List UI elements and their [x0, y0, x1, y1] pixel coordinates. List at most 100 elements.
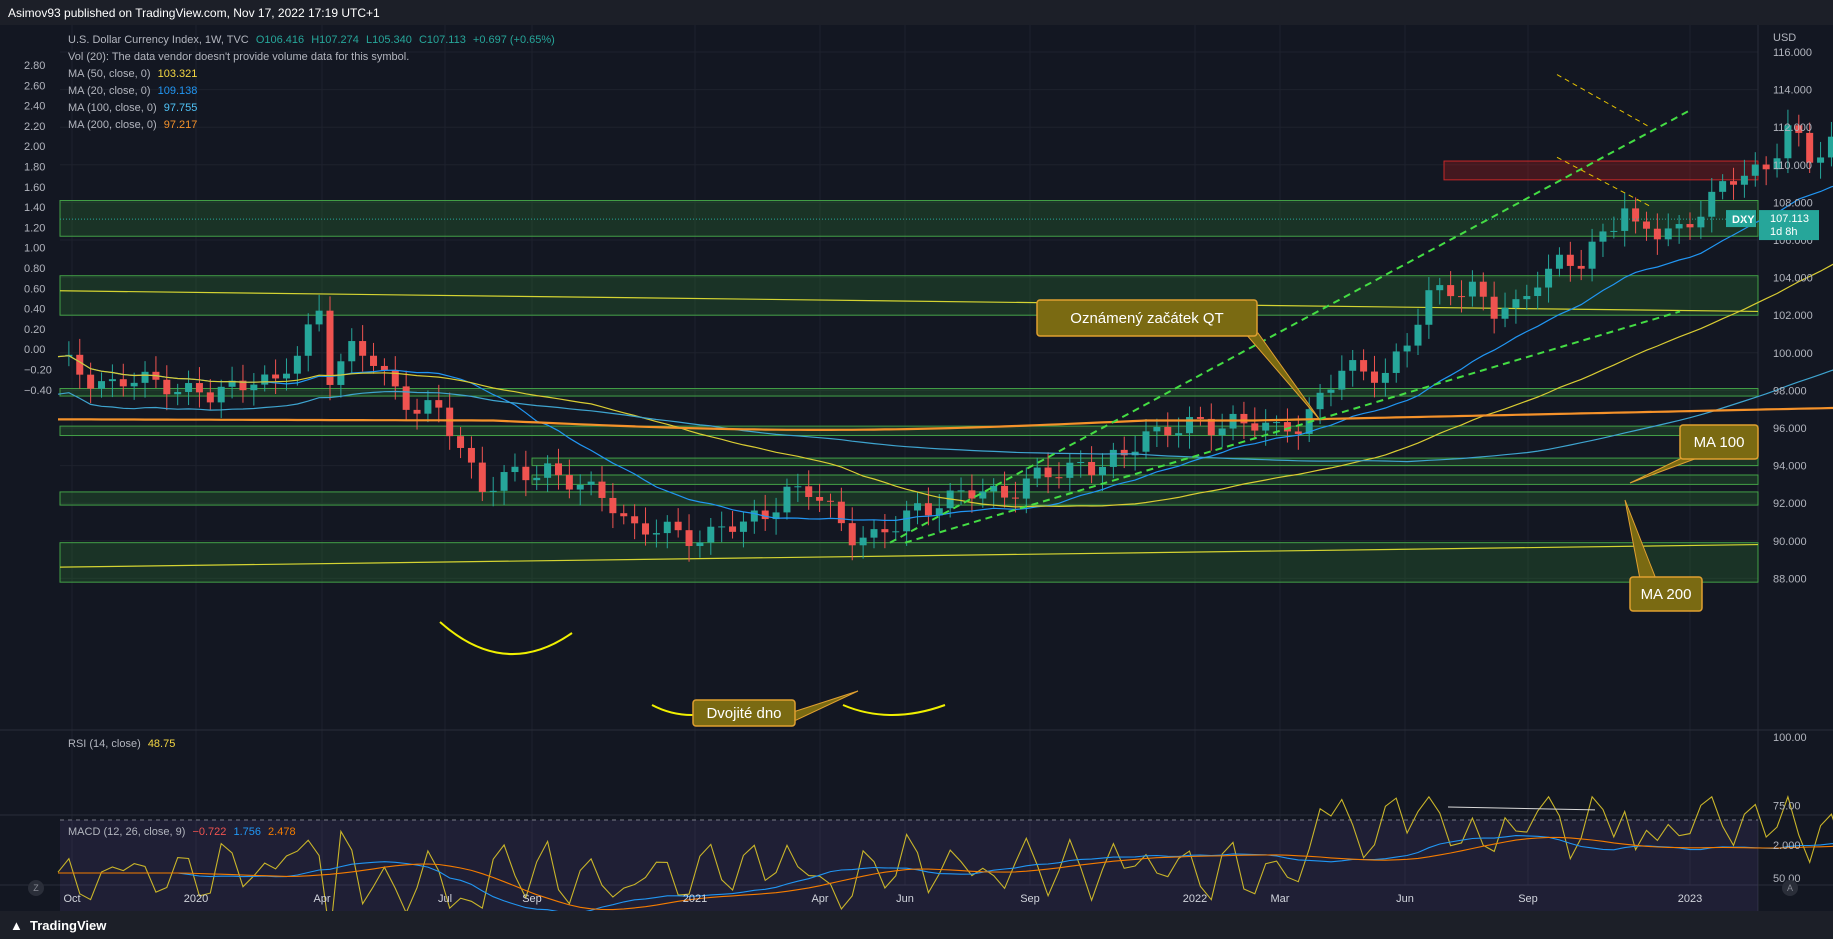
candle-body — [1817, 157, 1825, 163]
ohlc-open: O106.416 — [255, 34, 305, 46]
candle-body — [1523, 296, 1531, 300]
candle-body — [1142, 431, 1150, 452]
candle-body — [642, 523, 650, 535]
callout-box — [1036, 299, 1258, 337]
candle-body — [739, 521, 747, 532]
ma100-legend[interactable]: MA (100, close, 0) 97.755 — [68, 102, 197, 114]
ma100-line — [57, 369, 1833, 463]
price-chart[interactable]: Oznámený začátek QT Dvojité dno MA 100 MA 2… — [0, 25, 1833, 911]
candle-body — [195, 383, 203, 393]
candle-body — [783, 486, 791, 513]
candle-body — [663, 521, 671, 534]
left-tick-label: −0.40 — [24, 385, 52, 397]
candle-body — [544, 463, 552, 478]
candle-body — [750, 510, 758, 522]
annotation-double-bottom: Dvojité dno — [692, 690, 859, 727]
annotation-ma200-text: MA 200 — [1641, 586, 1692, 603]
macd-label: MACD (12, 26, close, 9) — [68, 826, 186, 838]
candle-body — [533, 477, 541, 481]
candle-body — [206, 392, 214, 403]
candle-body — [979, 491, 987, 499]
candle-body — [1164, 426, 1172, 436]
candle-body — [1207, 418, 1215, 436]
candle-body — [1697, 216, 1705, 228]
candle-body — [359, 341, 367, 356]
ma200-line — [58, 406, 1833, 431]
candle-body — [1719, 181, 1727, 192]
candle-body — [1360, 360, 1368, 372]
candle-body — [707, 526, 715, 543]
trendline-dashed-up — [889, 109, 1691, 544]
candle-body — [130, 382, 138, 387]
support-zone — [59, 388, 1759, 397]
candle-body — [685, 530, 693, 547]
candle-body — [935, 508, 943, 516]
candle-body — [1403, 345, 1411, 352]
volume-legend[interactable]: Vol (20): The data vendor doesn't provid… — [68, 51, 409, 63]
time-tick-label: Sep — [1020, 893, 1040, 905]
annotation-qt: Oznámený začátek QT — [1036, 299, 1321, 421]
candle-body — [478, 462, 486, 492]
candle-body — [1055, 477, 1063, 479]
support-zone — [59, 542, 1759, 583]
candle-body — [1468, 281, 1476, 297]
candle-body — [1218, 428, 1226, 436]
time-tick-label: Apr — [811, 893, 828, 905]
ma50-legend[interactable]: MA (50, close, 0) 103.321 — [68, 68, 197, 80]
trendline-upper — [59, 290, 1759, 313]
candle-body — [609, 497, 617, 514]
time-tick-label: Apr — [313, 893, 330, 905]
candle-body — [1730, 181, 1738, 185]
candle-body — [1534, 287, 1542, 297]
symbol-name[interactable]: U.S. Dollar Currency Index, 1W, TVC — [68, 34, 249, 46]
candle-body — [1186, 417, 1194, 434]
rsi-legend[interactable]: RSI (14, close) 48.75 — [68, 738, 175, 750]
left-tick-label: 2.80 — [24, 60, 45, 72]
ma20-line — [57, 185, 1833, 521]
price-tick-label: 104.000 — [1773, 273, 1813, 285]
candle-body — [1447, 285, 1455, 297]
candle-body — [1566, 254, 1574, 266]
ma200-legend[interactable]: MA (200, close, 0) 97.217 — [68, 119, 197, 131]
candle-body — [1109, 449, 1117, 467]
candle-body — [315, 310, 323, 325]
candle-body — [239, 380, 247, 391]
time-tick-label: 2022 — [1183, 893, 1207, 905]
footer-bar: ▲ TradingView — [0, 911, 1833, 939]
candle-body — [1120, 449, 1128, 456]
candle-body — [228, 380, 236, 387]
auto-scale-button[interactable]: A — [1782, 880, 1798, 896]
candle-body — [718, 526, 726, 528]
tradingview-logo[interactable]: ▲ TradingView — [10, 918, 106, 933]
candle-body — [1751, 164, 1759, 176]
double-bottom-curve — [842, 704, 946, 716]
candle-body — [805, 486, 813, 497]
left-tick-label: 2.40 — [24, 101, 45, 113]
zoom-button[interactable]: Z — [28, 880, 44, 896]
macd-pane — [60, 815, 1758, 905]
candle-body — [892, 531, 900, 533]
ma200-label: MA (200, close, 0) — [68, 119, 157, 131]
annotation-qt-text: Oznámený začátek QT — [1070, 310, 1223, 327]
candle-body — [1196, 417, 1204, 419]
annotation-ma100-text: MA 100 — [1694, 434, 1745, 451]
candle-body — [554, 463, 562, 476]
time-tick-label: 2023 — [1678, 893, 1702, 905]
candle-body — [870, 529, 878, 538]
symbol-legend: U.S. Dollar Currency Index, 1W, TVC O106… — [68, 34, 555, 46]
left-tick-label: 0.00 — [24, 344, 45, 356]
ma20-legend[interactable]: MA (20, close, 0) 109.138 — [68, 85, 197, 97]
rsi-label: RSI (14, close) — [68, 738, 141, 750]
candle-body — [272, 374, 280, 379]
candle-body — [631, 516, 639, 524]
candle-body — [1153, 426, 1161, 432]
annotation-double-bottom-text: Dvojité dno — [706, 705, 781, 722]
rsi-pane — [60, 730, 1758, 815]
candle-body — [620, 513, 628, 517]
macd-legend[interactable]: MACD (12, 26, close, 9) −0.722 1.756 2.4… — [68, 826, 296, 838]
time-tick-label: Oct — [63, 893, 80, 905]
candle-body — [1599, 231, 1607, 242]
candle-body — [489, 490, 497, 492]
time-tick-label: Jun — [1396, 893, 1414, 905]
candle-body — [1512, 299, 1520, 308]
